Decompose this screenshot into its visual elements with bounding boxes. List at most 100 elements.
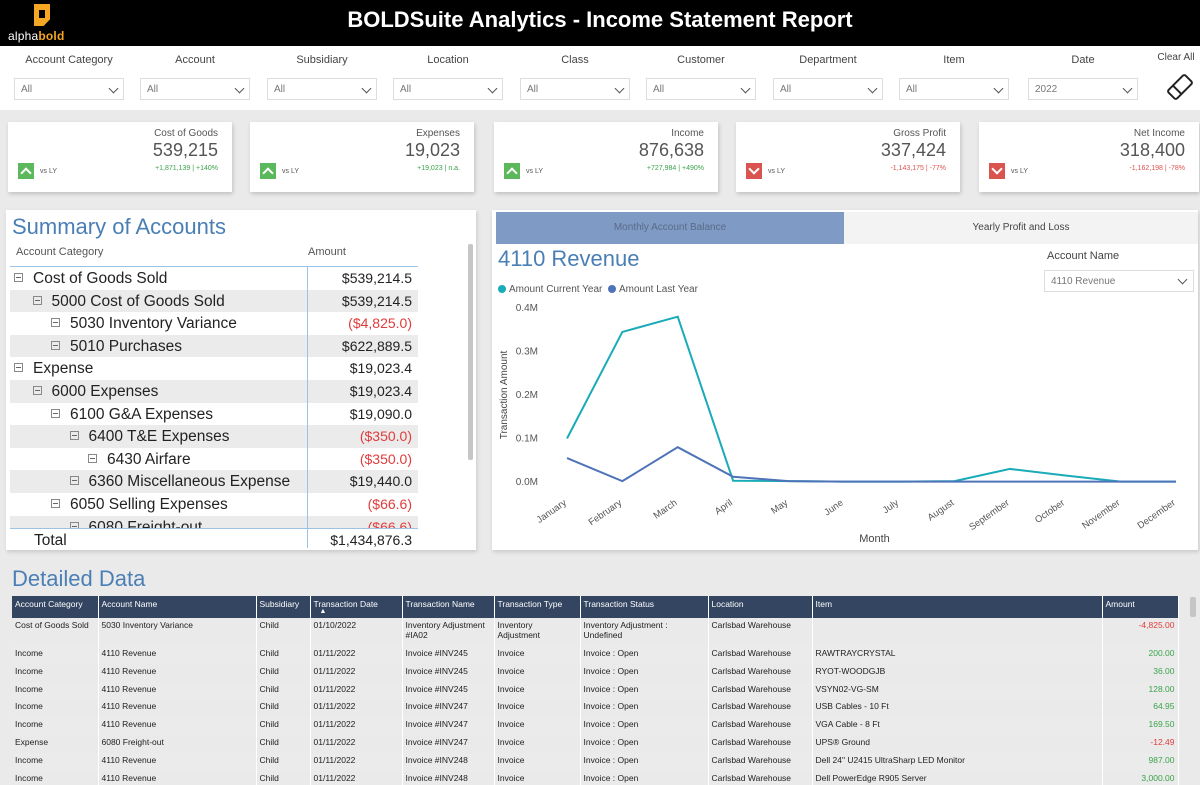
summary-row[interactable]: 5000 Cost of Goods Sold $539,214.5	[10, 289, 418, 313]
collapse-toggle-icon[interactable]	[88, 453, 97, 463]
table-row[interactable]: Expense 6080 Freight-out Child 01/11/2022 In…	[12, 734, 1179, 753]
column-header[interactable]: Account Name	[98, 596, 257, 618]
trend-down-icon	[989, 163, 1005, 179]
table-cell: Child	[256, 752, 311, 771]
collapse-toggle-icon[interactable]	[32, 295, 42, 305]
column-header[interactable]: Transaction Date ▲	[310, 596, 403, 618]
chevron-down-icon	[361, 83, 372, 94]
summary-total-amount: $1,434,876.3	[330, 532, 412, 548]
column-header[interactable]: Item	[812, 596, 1103, 618]
column-header[interactable]: Transaction Name	[402, 596, 495, 618]
column-header[interactable]: Amount	[1102, 596, 1179, 618]
column-header[interactable]: Transaction Type	[494, 596, 581, 618]
summary-row[interactable]: Cost of Goods Sold $539,214.5	[10, 267, 418, 290]
summary-row[interactable]: 6050 Selling Expenses ($66.6)	[10, 493, 418, 516]
table-cell: Carlsbad Warehouse	[708, 699, 813, 718]
table-cell: Income	[12, 681, 99, 700]
filter-class-select[interactable]: All	[520, 78, 630, 100]
summary-row-label: 5030 Inventory Variance	[70, 315, 237, 333]
table-cell: 01/11/2022	[310, 734, 403, 753]
logo-text-bold: bold	[38, 29, 65, 43]
summary-row[interactable]: 6360 Miscellaneous Expense $19,440.0	[10, 470, 418, 493]
collapse-toggle-icon[interactable]	[69, 521, 79, 528]
y-tick-label: 0.0M	[516, 477, 538, 488]
summary-row-label: 6430 Airfare	[107, 450, 191, 468]
legend-dot-current-year	[498, 285, 506, 293]
account-name-value: 4110 Revenue	[1051, 276, 1116, 287]
table-cell: Invoice	[494, 752, 581, 771]
collapse-toggle-icon[interactable]	[51, 408, 60, 418]
tab-monthly-account-balance[interactable]: Monthly Account Balance	[496, 212, 844, 244]
filter-class: Class All	[520, 54, 630, 100]
collapse-toggle-icon[interactable]	[32, 385, 42, 395]
filter-department-select[interactable]: All	[773, 78, 883, 100]
kpi-delta: +727,984 | +490%	[646, 165, 704, 172]
summary-row[interactable]: Expense $19,023.4	[10, 357, 418, 380]
table-row[interactable]: Income 4110 Revenue Child 01/11/2022 Invoice…	[12, 663, 1179, 682]
account-name-select[interactable]: 4110 Revenue	[1044, 270, 1194, 292]
table-cell: 6080 Freight-out	[98, 734, 257, 753]
kpi-card-cost-of-goods: Cost of Goods 539,215 vs LY +1,871,139 |…	[8, 122, 232, 192]
table-cell: Child	[256, 717, 311, 735]
column-header[interactable]: Subsidiary	[256, 596, 311, 618]
table-cell: 01/11/2022	[310, 752, 403, 771]
table-row[interactable]: Cost of Goods Sold 5030 Inventory Varianc…	[12, 618, 1179, 646]
summary-row[interactable]: 5030 Inventory Variance ($4,825.0)	[10, 312, 418, 335]
collapse-toggle-icon[interactable]	[14, 273, 23, 282]
filter-subsidiary: Subsidiary All	[267, 54, 377, 100]
kpi-delta: +19,023 | n.a.	[417, 165, 460, 172]
table-cell: Expense	[12, 734, 99, 753]
table-row[interactable]: Income 4110 Revenue Child 01/11/2022 Invoice…	[12, 752, 1179, 771]
column-header[interactable]: Transaction Status	[580, 596, 709, 618]
column-header[interactable]: Account Category	[12, 596, 99, 618]
table-cell: Invoice : Open	[580, 646, 709, 664]
tab-yearly-profit-loss[interactable]: Yearly Profit and Loss	[844, 212, 1198, 244]
collapse-toggle-icon[interactable]	[69, 476, 79, 486]
filter-customer-select[interactable]: All	[646, 78, 756, 100]
table-row[interactable]: Income 4110 Revenue Child 01/11/2022 Invoice…	[12, 699, 1179, 718]
collapse-toggle-icon[interactable]	[14, 363, 23, 373]
summary-row-label: Expense	[33, 360, 94, 378]
summary-scrollbar[interactable]	[468, 244, 473, 460]
kpi-delta: +1,871,139 | +140%	[155, 165, 218, 172]
collapse-toggle-icon[interactable]	[51, 340, 60, 350]
table-row[interactable]: Income 4110 Revenue Child 01/11/2022 Invoice…	[12, 770, 1179, 785]
table-cell: Invoice #INV248	[402, 752, 495, 771]
summary-row-name: 6400 T&E Expenses	[69, 428, 230, 446]
table-cell: Invoice #INV247	[402, 734, 495, 753]
summary-row[interactable]: 6080 Freight-out ($66.6)	[10, 515, 418, 528]
collapse-toggle-icon[interactable]	[51, 498, 60, 508]
filter-subsidiary-select[interactable]: All	[267, 78, 377, 100]
filter-account-category-select[interactable]: All	[14, 78, 124, 100]
summary-row[interactable]: 6100 G&A Expenses $19,090.0	[10, 403, 418, 426]
table-cell: RAWTRAYCRYSTAL	[812, 646, 1103, 664]
kpi-card-net-income: Net Income 318,400 vs LY -1,162,198 | -7…	[979, 122, 1199, 192]
filter-value: 2022	[1035, 84, 1058, 95]
filter-account-select[interactable]: All	[140, 78, 250, 100]
collapse-toggle-icon[interactable]	[69, 431, 79, 441]
summary-row[interactable]: 6400 T&E Expenses ($350.0)	[10, 425, 418, 448]
table-cell: 01/11/2022	[310, 646, 403, 664]
eraser-icon[interactable]	[1165, 72, 1195, 102]
detail-scrollbar[interactable]	[1190, 597, 1196, 617]
kpi-label: Net Income	[1133, 128, 1185, 139]
table-row[interactable]: Income 4110 Revenue Child 01/11/2022 Invoice…	[12, 717, 1179, 735]
table-row[interactable]: Income 4110 Revenue Child 01/11/2022 Invoice…	[12, 646, 1179, 664]
column-header[interactable]: Location	[708, 596, 813, 618]
summary-row[interactable]: 6000 Expenses $19,023.4	[10, 379, 418, 403]
collapse-toggle-icon[interactable]	[51, 318, 60, 328]
table-cell: Child	[256, 734, 311, 753]
filter-location-select[interactable]: All	[393, 78, 503, 100]
filter-item-select[interactable]: All	[899, 78, 1009, 100]
table-cell: 01/11/2022	[310, 770, 403, 785]
summary-row[interactable]: 6430 Airfare ($350.0)	[10, 448, 418, 471]
filter-date-select[interactable]: 2022	[1028, 78, 1138, 100]
x-tick-label: March	[652, 497, 680, 521]
summary-row-amount: $539,214.5	[341, 270, 412, 286]
table-cell: 01/11/2022	[310, 699, 403, 718]
summary-row[interactable]: 5010 Purchases $622,889.5	[10, 334, 418, 358]
page-title: BOLDSuite Analytics - Income Statement R…	[347, 7, 853, 32]
table-cell: Child	[256, 618, 311, 646]
table-row[interactable]: Income 4110 Revenue Child 01/11/2022 Invoice…	[12, 681, 1179, 700]
